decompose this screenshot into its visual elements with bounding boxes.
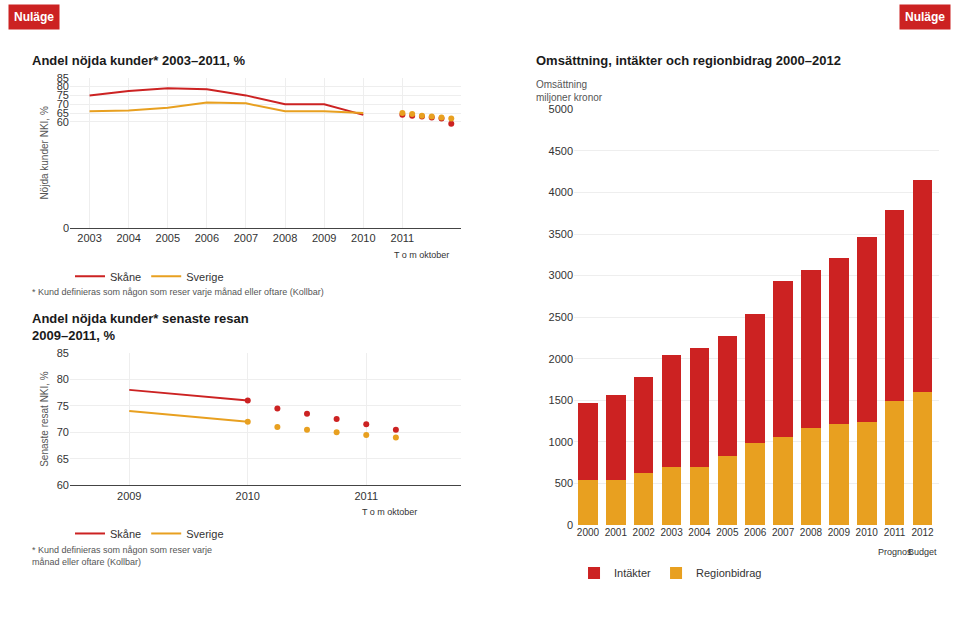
svg-text:2500: 2500 — [549, 311, 573, 323]
svg-text:3000: 3000 — [549, 269, 573, 281]
svg-text:2000: 2000 — [577, 527, 600, 538]
svg-text:2007: 2007 — [772, 527, 795, 538]
svg-text:80: 80 — [57, 373, 69, 385]
svg-text:0: 0 — [63, 222, 69, 234]
svg-text:Skåne: Skåne — [110, 271, 141, 283]
svg-text:Nöjda kunder NKI, %: Nöjda kunder NKI, % — [39, 106, 50, 199]
svg-text:T o m oktober: T o m oktober — [394, 250, 449, 260]
svg-text:2001: 2001 — [605, 527, 628, 538]
svg-text:Andel nöjda kunder* senaste re: Andel nöjda kunder* senaste resan2009–20… — [32, 311, 249, 343]
svg-text:Nuläge: Nuläge — [905, 10, 945, 24]
svg-text:2009: 2009 — [117, 490, 141, 502]
svg-text:4500: 4500 — [549, 145, 573, 157]
svg-text:70: 70 — [57, 98, 69, 110]
svg-text:* Kund definieras som någon so: * Kund definieras som någon som reser va… — [32, 287, 324, 297]
svg-text:2011: 2011 — [391, 232, 415, 244]
svg-text:60: 60 — [57, 479, 69, 491]
svg-text:2011: 2011 — [884, 527, 906, 538]
svg-text:Skåne: Skåne — [110, 528, 141, 540]
svg-text:80: 80 — [57, 80, 69, 92]
svg-text:0: 0 — [567, 519, 573, 531]
svg-text:2005: 2005 — [156, 232, 180, 244]
svg-text:2004: 2004 — [688, 527, 711, 538]
svg-text:2002: 2002 — [633, 527, 656, 538]
svg-text:Sverige: Sverige — [186, 271, 223, 283]
svg-text:Regionbidrag: Regionbidrag — [696, 567, 761, 579]
svg-text:2010: 2010 — [856, 527, 879, 538]
svg-text:2009: 2009 — [312, 232, 336, 244]
svg-text:Budget: Budget — [908, 547, 937, 557]
svg-text:Senaste resat NKI, %: Senaste resat NKI, % — [39, 371, 50, 467]
svg-text:2009: 2009 — [828, 527, 851, 538]
svg-text:Sverige: Sverige — [186, 528, 223, 540]
svg-text:2008: 2008 — [273, 232, 297, 244]
svg-text:85: 85 — [57, 72, 69, 84]
svg-text:2000: 2000 — [549, 353, 573, 365]
svg-text:65: 65 — [57, 107, 69, 119]
svg-text:Omsättningmiljoner kronor: Omsättningmiljoner kronor — [536, 79, 603, 103]
svg-text:500: 500 — [555, 477, 573, 489]
svg-text:85: 85 — [57, 347, 69, 359]
svg-text:60: 60 — [57, 116, 69, 128]
svg-text:Omsättning, intäkter och regio: Omsättning, intäkter och regionbidrag 20… — [536, 53, 841, 68]
svg-text:2003: 2003 — [77, 232, 101, 244]
svg-text:2007: 2007 — [234, 232, 258, 244]
svg-text:2006: 2006 — [744, 527, 767, 538]
svg-text:Nuläge: Nuläge — [14, 10, 54, 24]
svg-text:2005: 2005 — [716, 527, 739, 538]
svg-text:65: 65 — [57, 453, 69, 465]
svg-text:2011: 2011 — [354, 490, 378, 502]
svg-text:4000: 4000 — [549, 186, 573, 198]
svg-text:1000: 1000 — [549, 436, 573, 448]
svg-text:Andel nöjda kunder* 2003–2011,: Andel nöjda kunder* 2003–2011, % — [32, 53, 246, 68]
svg-text:2004: 2004 — [116, 232, 140, 244]
svg-text:5000: 5000 — [549, 103, 573, 115]
svg-text:Intäkter: Intäkter — [614, 567, 651, 579]
svg-text:2010: 2010 — [236, 490, 260, 502]
svg-text:2008: 2008 — [800, 527, 823, 538]
svg-text:T o m oktober: T o m oktober — [362, 507, 417, 517]
svg-text:3500: 3500 — [549, 228, 573, 240]
svg-text:70: 70 — [57, 426, 69, 438]
svg-text:1500: 1500 — [549, 394, 573, 406]
svg-text:2003: 2003 — [660, 527, 683, 538]
svg-text:75: 75 — [57, 89, 69, 101]
svg-text:2006: 2006 — [195, 232, 219, 244]
svg-text:Prognos: Prognos — [878, 547, 912, 557]
svg-text:2012: 2012 — [911, 527, 934, 538]
svg-text:* Kund definieras som någon so: * Kund definieras som någon som reser va… — [32, 545, 212, 567]
svg-text:75: 75 — [57, 400, 69, 412]
svg-text:2010: 2010 — [351, 232, 375, 244]
